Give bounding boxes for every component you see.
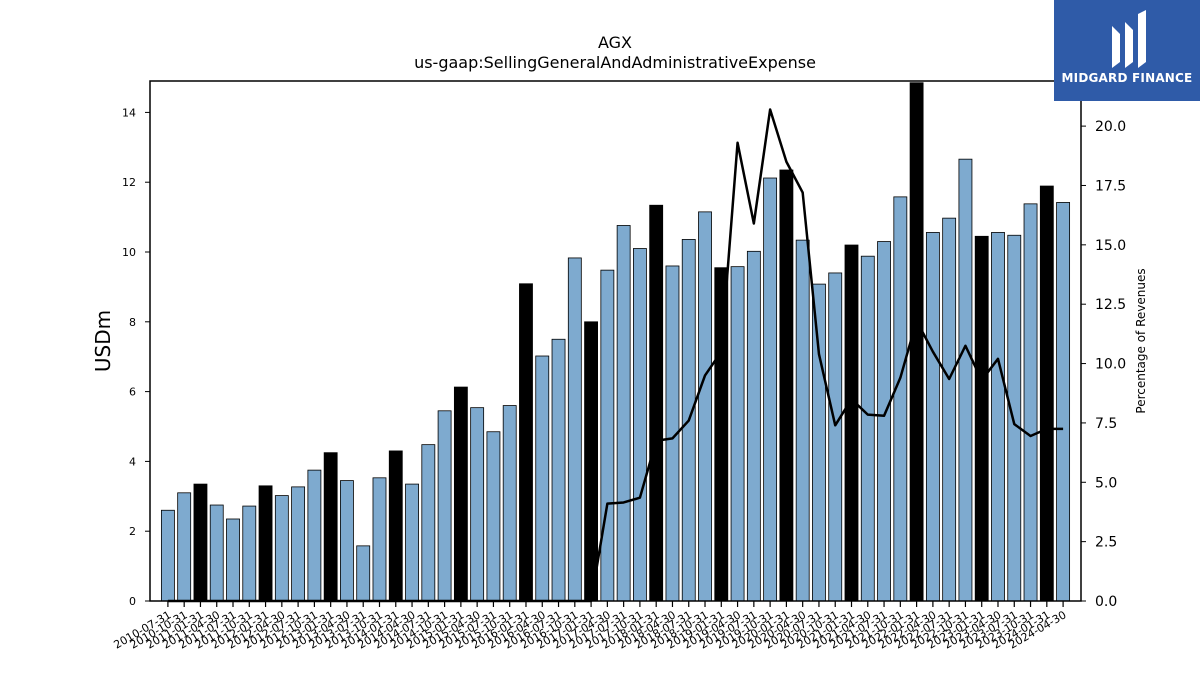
bar — [600, 269, 615, 602]
bar — [453, 386, 468, 602]
bar — [877, 241, 891, 602]
bar — [584, 321, 599, 602]
bar — [795, 239, 810, 602]
y2-tick-label: 5.0 — [1095, 475, 1117, 491]
bar — [974, 235, 989, 602]
bar — [714, 267, 729, 602]
y-tick-label: 0 — [129, 595, 136, 608]
bar — [160, 509, 175, 602]
bar — [698, 211, 712, 602]
y2-axis-label: Percentage of Revenues — [1134, 268, 1148, 413]
bar — [291, 486, 306, 602]
midgard-finance-logo: MIDGARD FINANCE — [1054, 0, 1200, 101]
bar — [421, 444, 436, 602]
bar — [828, 272, 843, 602]
y-tick-label: 4 — [129, 455, 136, 468]
bar — [746, 250, 761, 602]
bar — [958, 158, 973, 602]
y-tick-label: 6 — [129, 386, 136, 399]
logo-mark-icon — [1112, 10, 1146, 68]
y-tick-label: 12 — [122, 176, 136, 189]
y2-tick-label: 7.5 — [1095, 416, 1117, 432]
bar — [258, 485, 273, 602]
y2-tick-label: 10.0 — [1095, 357, 1126, 373]
bar — [812, 283, 826, 602]
bar — [567, 257, 582, 602]
y2-tick-label: 2.5 — [1095, 535, 1117, 551]
bar — [925, 232, 940, 602]
bar — [388, 450, 403, 602]
y-axis-label: USDm — [91, 310, 115, 372]
x-axis-ticks: 2010-07-312010-10-312011-01-312011-04-30… — [112, 601, 1069, 652]
bar — [226, 518, 240, 602]
bar — [942, 217, 957, 602]
bar — [502, 405, 517, 602]
bar — [616, 225, 631, 602]
bar — [356, 545, 371, 602]
bar — [633, 248, 647, 602]
y2-tick-label: 12.5 — [1095, 297, 1126, 313]
bar — [242, 505, 257, 602]
bar-series — [160, 82, 1071, 602]
y-tick-label: 14 — [122, 106, 136, 119]
bar — [1039, 185, 1054, 602]
bar — [844, 244, 859, 602]
bar — [437, 410, 452, 602]
y2-tick-label: 0.0 — [1095, 594, 1117, 610]
bar — [372, 477, 387, 602]
bar — [177, 492, 192, 602]
bar — [909, 82, 924, 602]
y2-tick-label: 17.5 — [1095, 178, 1126, 194]
bar — [340, 480, 354, 602]
bar — [1007, 234, 1022, 602]
bar — [470, 407, 485, 602]
bar — [779, 169, 794, 602]
chart-title: AGX — [598, 33, 632, 52]
bar — [486, 431, 501, 602]
chart-subtitle: us-gaap:SellingGeneralAndAdministrativeE… — [414, 53, 816, 72]
y-tick-label: 2 — [129, 525, 136, 538]
bar — [535, 355, 550, 602]
bar — [1023, 203, 1038, 602]
bar — [1056, 202, 1071, 602]
y2-tick-label: 20.0 — [1095, 119, 1126, 135]
bar — [551, 338, 566, 602]
bar — [209, 504, 224, 602]
bar — [519, 283, 533, 602]
y-tick-label: 10 — [122, 246, 136, 259]
plot-frame — [149, 80, 1082, 602]
bar — [193, 483, 208, 602]
bar — [323, 452, 338, 602]
bar — [274, 495, 289, 602]
y-tick-label: 8 — [129, 316, 136, 329]
bar — [763, 177, 778, 602]
y2-tick-label: 15.0 — [1095, 238, 1126, 254]
right-axis-ticks: 0.0 2.5 5.0 7.5 10.0 12.5 15.0 17.5 20.0 — [1081, 119, 1126, 610]
bar — [307, 469, 322, 602]
logo-text: MIDGARD FINANCE — [1061, 71, 1193, 85]
left-axis-ticks: 0 2 4 6 8 10 12 14 — [122, 106, 150, 608]
bar — [405, 483, 419, 602]
bar — [730, 266, 745, 602]
bar — [991, 232, 1005, 602]
bar — [860, 255, 875, 602]
bar — [893, 196, 908, 602]
bar — [649, 204, 664, 602]
